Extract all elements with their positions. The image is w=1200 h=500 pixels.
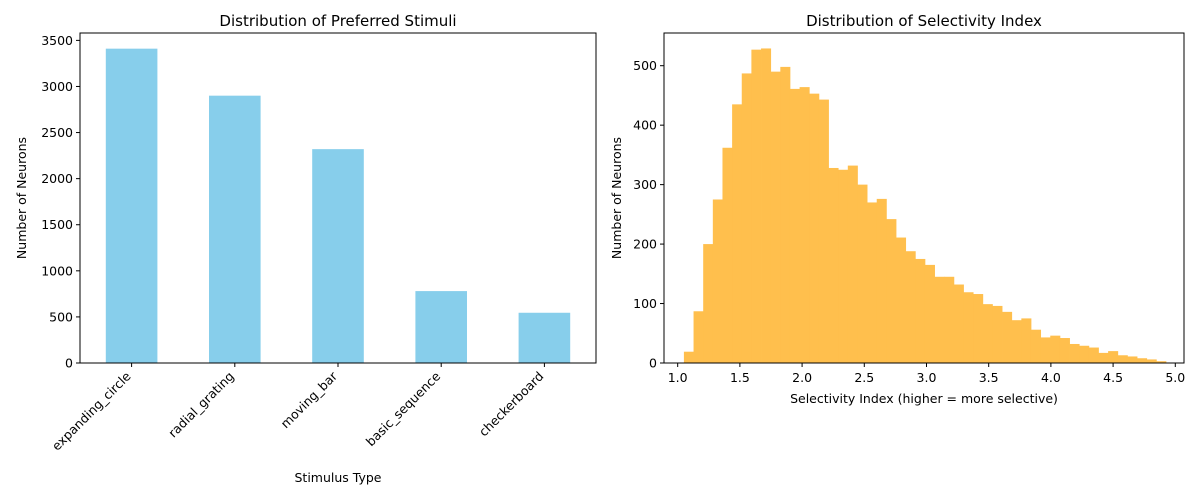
histogram-bin (963, 292, 974, 363)
histogram-bin (934, 276, 945, 363)
y-tick-label: 2000 (41, 171, 73, 186)
y-tick-label: 500 (49, 309, 73, 324)
x-tick-label: 2.0 (792, 370, 812, 385)
histogram-bin (992, 305, 1003, 363)
histogram-bin (867, 202, 878, 363)
histogram-bin (953, 284, 964, 363)
bar (312, 149, 364, 363)
histogram-bin (751, 49, 762, 363)
x-tick-label: 4.0 (1041, 370, 1061, 385)
x-tick-label: 1.5 (730, 370, 750, 385)
x-tick-label: 3.0 (917, 370, 937, 385)
y-tick-label: 300 (633, 177, 657, 192)
histogram-bin (1156, 361, 1167, 363)
x-tick-label: basic_sequence (363, 368, 444, 449)
histogram-bin (809, 93, 820, 363)
y-tick-label: 3500 (41, 33, 73, 48)
histogram-bin (741, 73, 752, 363)
y-tick-label: 3000 (41, 79, 73, 94)
plot-frame (663, 32, 1185, 364)
x-tick-label: 1.0 (668, 370, 688, 385)
x-tick-label: checkerboard (476, 369, 547, 440)
x-tick-label: 5.0 (1165, 370, 1185, 385)
preferred-stimuli-chart: Distribution of Preferred Stimuli Stimul… (14, 12, 597, 485)
x-tick-label: moving_bar (278, 368, 341, 431)
y-tick-label: 400 (633, 118, 657, 133)
histogram-bin (1079, 345, 1090, 363)
histogram-bin (1050, 335, 1061, 363)
histogram-bin (982, 304, 993, 363)
histogram-bin (703, 244, 714, 363)
histogram-bin (886, 219, 897, 363)
x-tick-label: 4.5 (1103, 370, 1123, 385)
selectivity-index-chart: Distribution of Selectivity Index Select… (609, 12, 1185, 406)
y-tick-label: 2500 (41, 125, 73, 140)
y-axis-label: Number of Neurons (14, 137, 29, 259)
histogram-bin (1098, 352, 1109, 363)
x-tick-label: 2.5 (854, 370, 874, 385)
bar (518, 312, 571, 363)
histogram-bin (1059, 338, 1070, 363)
y-tick-label: 0 (649, 356, 657, 371)
histogram-bin (1002, 311, 1013, 363)
bar (209, 95, 261, 363)
bar (105, 48, 158, 364)
histogram-bin (693, 311, 704, 363)
histogram-bin (799, 87, 810, 364)
y-tick-label: 1000 (41, 263, 73, 278)
histogram-bin (780, 66, 791, 363)
histogram-bin (683, 351, 694, 363)
histogram-bin (1069, 343, 1080, 363)
histogram-bin (761, 48, 772, 363)
histogram-bin (973, 294, 984, 363)
x-tick-label: 3.5 (979, 370, 999, 385)
histogram-bin (857, 184, 868, 363)
chart-title: Distribution of Selectivity Index (806, 12, 1042, 30)
histogram-bin (1137, 358, 1148, 363)
histogram-bin (712, 199, 723, 363)
histogram-bin (1040, 337, 1051, 363)
histogram-bin (789, 88, 800, 363)
histogram-bin (1117, 355, 1128, 363)
y-tick-label: 0 (65, 356, 73, 371)
histogram-bin (1088, 347, 1099, 363)
histogram-bin (876, 198, 887, 363)
chart-title: Distribution of Preferred Stimuli (219, 12, 456, 30)
y-tick-label: 100 (633, 296, 657, 311)
x-axis-label: Stimulus Type (295, 470, 382, 485)
histogram-bin (1146, 359, 1157, 363)
histogram-bin (732, 104, 743, 363)
histogram-bin (1108, 351, 1119, 363)
histogram-bin (1127, 356, 1138, 363)
histogram-bin (722, 147, 733, 363)
y-tick-label: 500 (633, 58, 657, 73)
x-axis-label: Selectivity Index (higher = more selecti… (790, 391, 1058, 406)
histogram-bin (915, 258, 926, 363)
x-tick-label: expanding_circle (49, 368, 134, 453)
histogram-bin (924, 264, 935, 363)
histogram-bin (1011, 320, 1022, 363)
histogram-bin (1030, 329, 1042, 363)
histogram-bin (944, 276, 955, 363)
histogram-bin (905, 251, 916, 363)
x-tick-label: radial_grating (165, 369, 237, 441)
histogram-bin (847, 165, 858, 363)
y-tick-label: 1500 (41, 217, 73, 232)
bar (415, 291, 467, 363)
histogram-bin (828, 167, 839, 363)
histogram-bin (838, 169, 849, 363)
histogram-bin (896, 237, 907, 363)
histogram-bin (770, 71, 781, 363)
y-tick-label: 200 (633, 237, 657, 252)
y-axis-label: Number of Neurons (609, 137, 624, 259)
histogram-bin (1021, 318, 1032, 363)
histogram-bin (818, 99, 829, 363)
